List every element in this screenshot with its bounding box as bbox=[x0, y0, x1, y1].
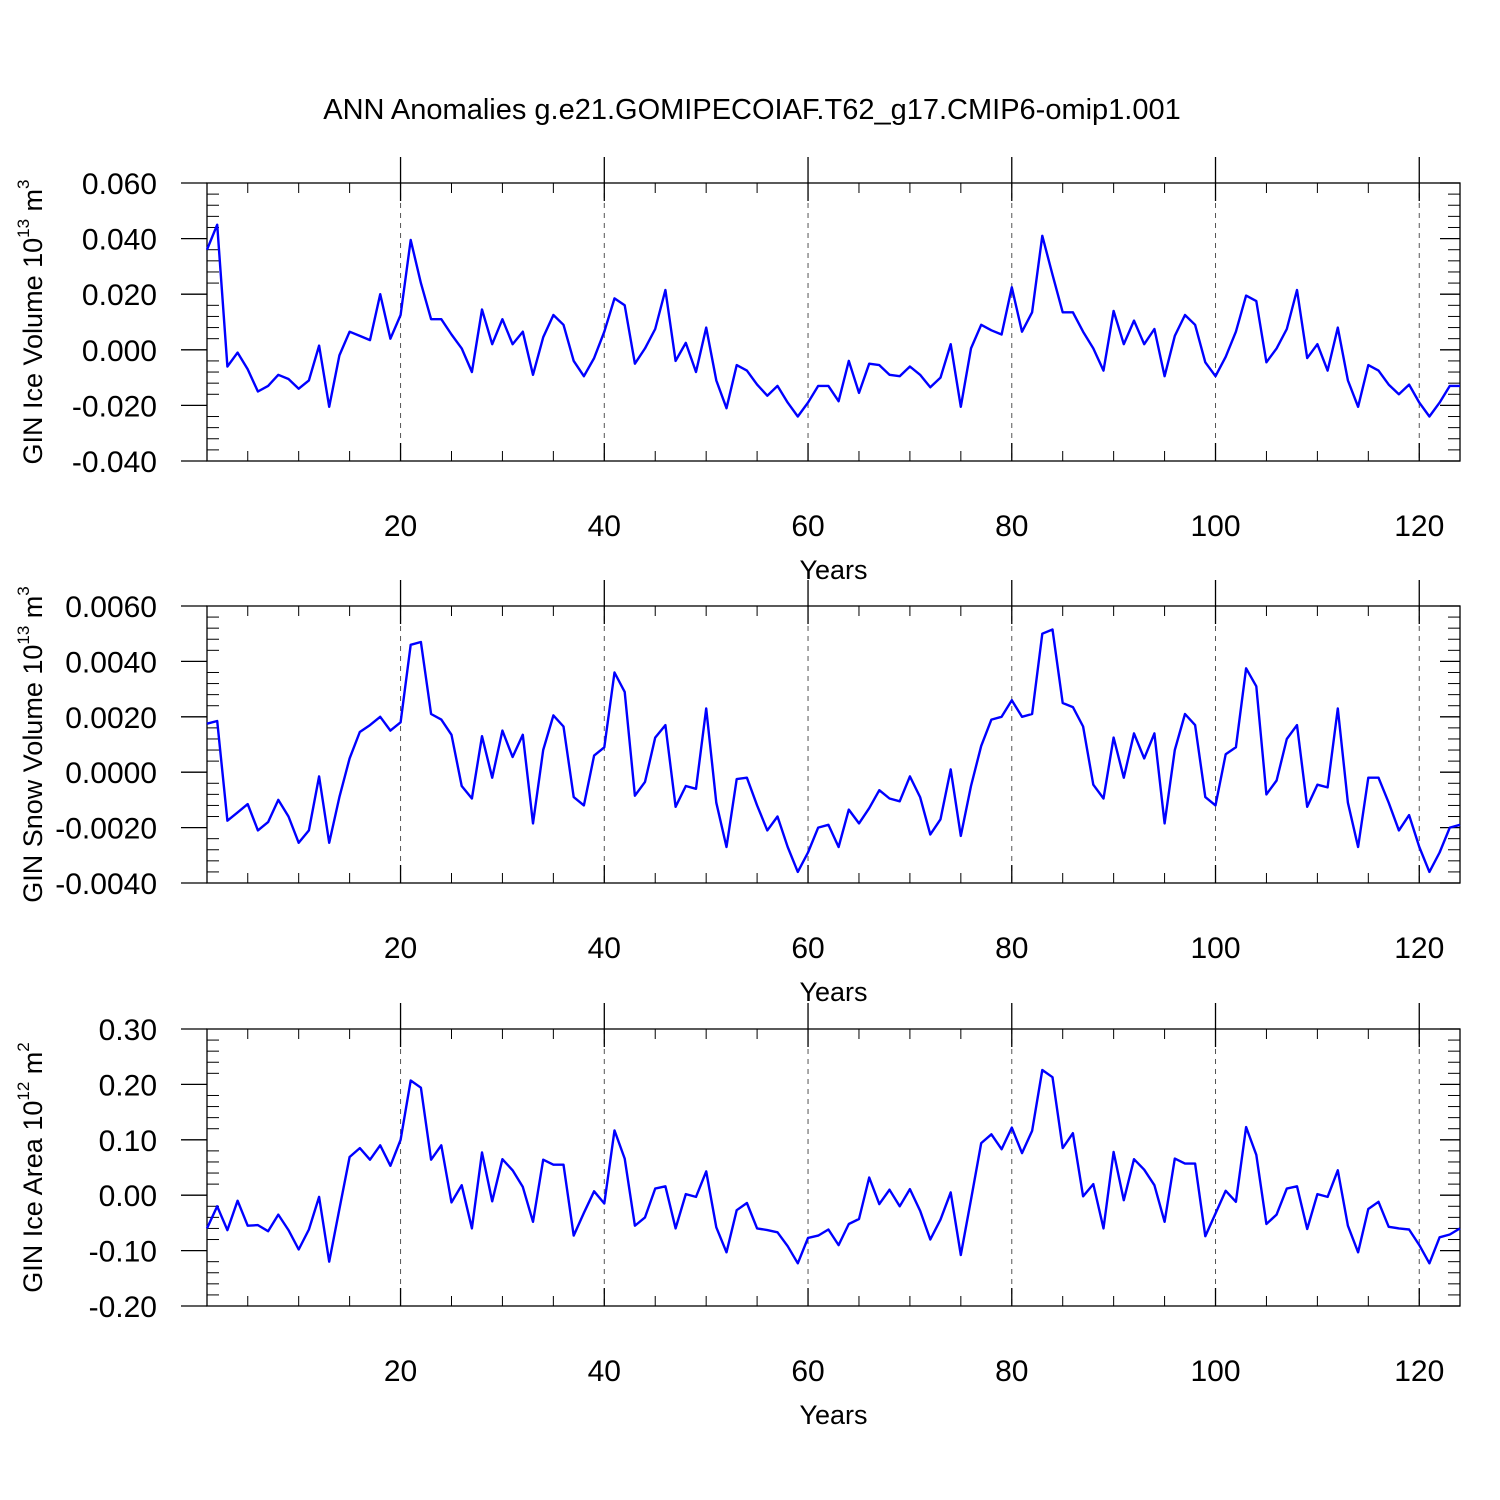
series-line-1 bbox=[206, 628, 1461, 874]
x-tick-label: 60 bbox=[791, 932, 824, 965]
y-axis-label-exponent: 13 bbox=[14, 626, 33, 645]
y-tick-label: 0.060 bbox=[82, 168, 157, 201]
y-tick-label: 0.00 bbox=[99, 1180, 157, 1213]
y-axis-label-base: GIN Ice Volume 10 bbox=[18, 238, 48, 465]
x-tick-label: 60 bbox=[791, 510, 824, 543]
y-axis-label-unit-exponent: 3 bbox=[14, 179, 33, 188]
panel-1: -0.040 -0.020 0.000 0.020 0.040 0.060 20 40 60 80… bbox=[14, 157, 1461, 585]
y-tick-label: 0.10 bbox=[99, 1125, 157, 1158]
x-axis-label: Years bbox=[799, 977, 867, 1007]
x-tick-label: 120 bbox=[1394, 932, 1444, 965]
figure-title: ANN Anomalies g.e21.GOMIPECOIAF.T62_g17.… bbox=[323, 94, 1181, 126]
x-tick-label: 120 bbox=[1394, 1355, 1444, 1388]
series-line-1 bbox=[205, 1068, 1461, 1265]
y-tick-label: -0.10 bbox=[89, 1236, 157, 1269]
y-axis-label-base: GIN Ice Area 10 bbox=[18, 1101, 48, 1293]
x-tick-label: 80 bbox=[995, 1355, 1028, 1388]
x-tick-label: 80 bbox=[995, 932, 1028, 965]
y-axis-label-base: GIN Snow Volume 10 bbox=[18, 645, 48, 903]
x-axis-label: Years bbox=[799, 555, 867, 585]
y-tick-label: 0.020 bbox=[82, 279, 157, 312]
y-axis-label-unit: m bbox=[18, 596, 48, 626]
x-tick-label: 40 bbox=[588, 510, 621, 543]
y-tick-label: 0.000 bbox=[82, 335, 157, 368]
y-axis-label: GIN Ice Volume 1013 m3 bbox=[14, 179, 48, 464]
x-tick-label: 20 bbox=[384, 932, 417, 965]
y-tick-label: 0.20 bbox=[99, 1069, 157, 1102]
x-tick-label: 20 bbox=[384, 510, 417, 543]
plot-frame bbox=[206, 182, 1461, 462]
panels: -0.040 -0.020 0.000 0.020 0.040 0.060 20 40 60 80… bbox=[14, 157, 1461, 1430]
y-axis-label-exponent: 13 bbox=[14, 219, 33, 238]
y-tick-label: -0.0040 bbox=[55, 868, 157, 901]
y-tick-label: 0.0020 bbox=[65, 702, 157, 735]
plot-frame bbox=[206, 1028, 1461, 1307]
y-tick-label: 0.0000 bbox=[65, 757, 157, 790]
x-tick-label: 60 bbox=[791, 1355, 824, 1388]
plot-frame bbox=[206, 605, 1461, 884]
x-tick-label: 100 bbox=[1190, 510, 1240, 543]
y-axis-label: GIN Snow Volume 1013 m3 bbox=[14, 586, 48, 903]
x-tick-label: 120 bbox=[1394, 510, 1444, 543]
y-axis-label-unit-exponent: 2 bbox=[14, 1042, 33, 1051]
x-tick-label: 100 bbox=[1190, 932, 1240, 965]
x-tick-label: 80 bbox=[995, 510, 1028, 543]
y-axis-label-unit: m bbox=[18, 189, 48, 219]
x-axis-label: Years bbox=[799, 1400, 867, 1430]
y-tick-label: 0.040 bbox=[82, 224, 157, 257]
x-tick-label: 100 bbox=[1190, 1355, 1240, 1388]
y-tick-label: -0.040 bbox=[72, 446, 157, 479]
y-axis-label-unit: m bbox=[18, 1052, 48, 1082]
y-tick-label: 0.0040 bbox=[65, 646, 157, 679]
y-tick-label: -0.020 bbox=[72, 390, 157, 423]
y-tick-label: -0.0020 bbox=[55, 813, 157, 846]
y-axis-label: GIN Ice Area 1012 m2 bbox=[14, 1042, 48, 1293]
panel-3: -0.20 -0.10 0.00 0.10 0.20 0.30 20 40 60 80 100 120… bbox=[14, 1003, 1461, 1430]
series-line-1 bbox=[205, 223, 1460, 418]
x-tick-label: 40 bbox=[588, 1355, 621, 1388]
panel-2: -0.0040 -0.0020 0.0000 0.0020 0.0040 0.0060 20… bbox=[14, 580, 1461, 1007]
y-axis-label-exponent: 12 bbox=[14, 1082, 33, 1101]
y-tick-label: 0.0060 bbox=[65, 591, 157, 624]
y-tick-label: 0.30 bbox=[99, 1014, 157, 1047]
x-tick-label: 20 bbox=[384, 1355, 417, 1388]
y-tick-label: -0.20 bbox=[89, 1291, 157, 1324]
y-axis-label-unit-exponent: 3 bbox=[14, 586, 33, 595]
x-tick-label: 40 bbox=[588, 932, 621, 965]
